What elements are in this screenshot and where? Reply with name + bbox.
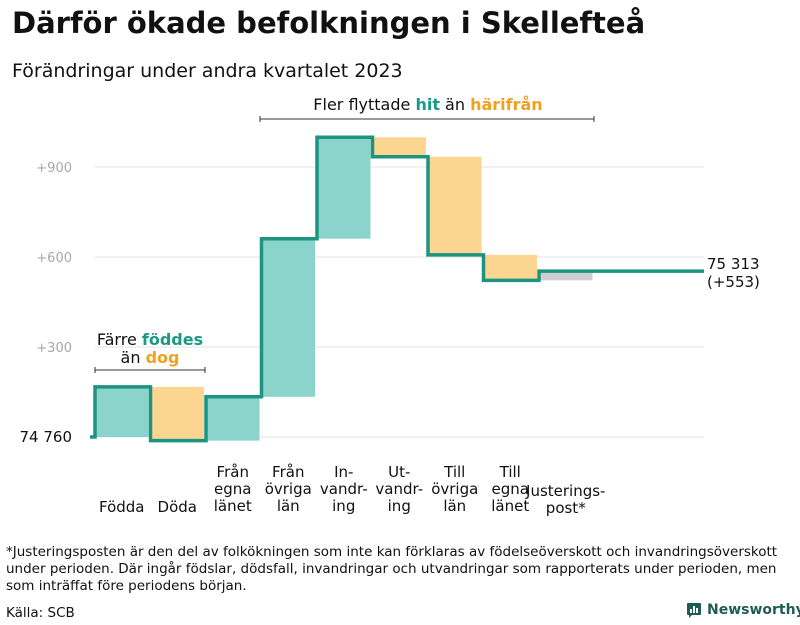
end-change-label: (+553): [707, 273, 760, 291]
bars: [95, 137, 593, 441]
category-label: egna: [214, 480, 251, 498]
baseline-label: 74 760: [20, 428, 73, 446]
logo-text: Newsworthy: [707, 602, 800, 618]
category-label: Till: [499, 463, 521, 481]
births-annotation-line1: Färre föddes: [97, 330, 203, 349]
y-tick-label: +900: [36, 161, 72, 176]
births-annotation-line2: än dog: [121, 348, 180, 367]
category-label: län: [443, 497, 466, 515]
category-label: Från: [272, 463, 304, 481]
category-label: länet: [491, 497, 529, 515]
category-label: övriga: [431, 480, 478, 498]
bar-frånegnalänet: [206, 396, 260, 441]
category-label: egna: [492, 480, 529, 498]
bar-chart-icon: [687, 603, 701, 618]
end-value-label: 75 313: [707, 255, 760, 273]
y-tick-label: +600: [36, 251, 72, 266]
category-label: Födda: [99, 498, 145, 516]
bar-invandring: [317, 137, 371, 239]
bar-tillegnalänet: [483, 254, 537, 281]
category-label: vandr-: [320, 480, 368, 498]
bar-födda: [95, 386, 149, 437]
chart-subtitle: Förändringar under andra kvartalet 2023: [12, 60, 403, 82]
bar-utvandring: [372, 137, 426, 157]
bar-justeringspost: [539, 271, 593, 281]
annotations: Färre föddes än dog Fler flyttade hit än…: [94, 95, 595, 373]
category-label: Justerings-: [525, 482, 605, 500]
category-label: ing: [388, 497, 411, 515]
category-label: In-: [334, 463, 353, 481]
category-label: post*: [546, 499, 586, 517]
y-tick-label: +300: [36, 341, 72, 356]
category-label: ing: [332, 497, 355, 515]
source: Källa: SCB: [6, 605, 75, 621]
footnote: *Justeringsposten är den del av folkökni…: [6, 544, 778, 594]
labels: Födda DödaFrånegnalänetFrånövrigalänIn-va…: [99, 255, 760, 517]
category-label: länet: [214, 497, 252, 515]
category-label: Till: [443, 463, 465, 481]
category-label: län: [277, 497, 300, 515]
category-label: Från: [217, 463, 249, 481]
bar-döda: [150, 386, 204, 441]
category-label: Ut-: [388, 463, 410, 481]
chart-title: Därför ökade befolkningen i Skellefteå: [12, 6, 646, 40]
category-label: övriga: [265, 480, 312, 498]
migration-annotation: Fler flyttade hit än härifrån: [313, 95, 542, 114]
step-line: [90, 135, 704, 443]
bar-tillövrigalän: [428, 156, 482, 255]
cumulative-line: [90, 135, 704, 443]
category-label: Döda: [158, 498, 197, 516]
category-label: vandr-: [375, 480, 423, 498]
newsworthy-logo: Newsworthy: [686, 602, 800, 618]
bar-frånövrigalän: [261, 238, 315, 397]
